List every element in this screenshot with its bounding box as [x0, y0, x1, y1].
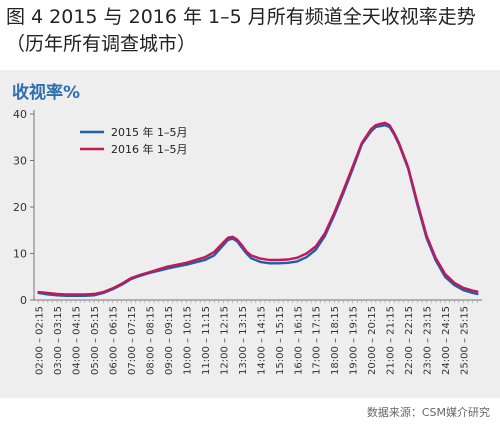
x-tick-label: 18:00 – 18:15 — [330, 306, 341, 375]
y-tick-label: 30 — [13, 155, 27, 168]
source-note: 数据来源：CSM媒介研究 — [366, 406, 490, 419]
y-tick-label: 20 — [13, 201, 27, 214]
x-tick-label: 21:00 – 21:15 — [386, 306, 397, 375]
x-tick-label: 12:00 – 12:15 — [219, 306, 230, 375]
x-tick-label: 11:00 – 11:15 — [201, 306, 212, 375]
figure-title: 图 4 2015 与 2016 年 1–5 月所有频道全天收视率走势（历年所有调… — [6, 6, 476, 55]
x-tick-label: 23:00 – 23:15 — [423, 306, 434, 375]
x-tick-label: 03:00 – 03:15 — [53, 306, 64, 375]
x-tick-label: 08:00 – 08:15 — [145, 306, 156, 375]
x-tick-label: 17:00 – 17:15 — [312, 306, 323, 375]
x-tick-label: 09:00 – 09:15 — [164, 306, 175, 375]
line-chart: 0 10 20 30 40 02:00 – 02:15 03:00 – 03:15 04:00… — [13, 108, 482, 375]
x-tick-label: 02:00 – 02:15 — [35, 306, 46, 375]
x-tick-label: 20:00 – 20:15 — [367, 306, 378, 375]
y-axis-label: 收视率% — [12, 83, 81, 103]
legend-label: 2016 年 1–5月 — [111, 142, 187, 156]
chart-panel — [0, 70, 500, 398]
y-tick-label: 40 — [13, 108, 27, 121]
x-tick-label: 25:00 – 25:15 — [460, 306, 471, 375]
x-tick-label: 24:00 – 24:15 — [441, 306, 452, 375]
x-tick-label: 04:00 – 04:15 — [72, 306, 83, 375]
legend-label: 2015 年 1–5月 — [111, 125, 187, 139]
x-tick-label: 15:00 – 15:15 — [275, 306, 286, 375]
y-tick-label: 0 — [20, 294, 27, 307]
x-tick-label: 05:00 – 05:15 — [90, 306, 101, 375]
series-line-2015 — [37, 124, 479, 298]
x-tick-label: 13:00 – 13:15 — [238, 306, 249, 375]
x-tick-label: 14:00 – 14:15 — [256, 306, 267, 375]
x-tick-label: 10:00 – 10:15 — [182, 306, 193, 375]
x-tick-label: 06:00 – 06:15 — [109, 306, 120, 375]
x-tick-label: 19:00 – 19:15 — [349, 306, 360, 375]
x-tick-label: 07:00 – 07:15 — [127, 306, 138, 375]
series-line-2016 — [37, 121, 479, 296]
y-tick-label: 10 — [13, 248, 27, 261]
x-tick-label: 22:00 – 22:15 — [404, 306, 415, 375]
x-tick-label: 16:00 – 16:15 — [293, 306, 304, 375]
